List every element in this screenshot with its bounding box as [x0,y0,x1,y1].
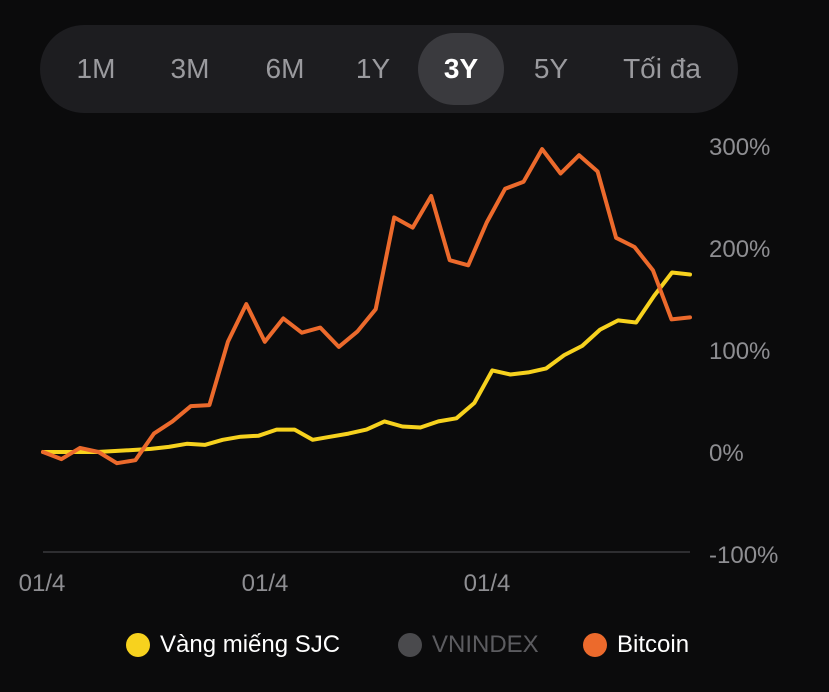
x-tick-label: 01/4 [19,570,66,597]
legend-dot-bitcoin [583,633,607,657]
legend-label-vnindex: VNINDEX [432,631,539,658]
y-tick-label: 0% [709,440,744,467]
y-tick-label: 100% [709,338,770,365]
tab-3y[interactable]: 3Y [418,33,504,105]
series-lines [41,147,692,466]
legend-dot-sjc [126,633,150,657]
series-line-sjc [41,270,692,454]
y-tick-label: 200% [709,236,770,263]
legend-dot-vnindex [398,633,422,657]
tab-3m[interactable]: 3M [170,53,210,84]
y-tick-label: 300% [709,134,770,161]
legend-item-sjc[interactable]: Vàng miếng SJC [126,625,340,665]
performance-chart: 300% 200% 100% 0% -100% 01/4 01/4 01/4 [19,134,779,597]
legend-item-vnindex[interactable]: VNINDEX [398,625,539,665]
legend-label-bitcoin: Bitcoin [617,631,690,658]
legend-label-sjc: Vàng miếng SJC [160,631,341,658]
time-range-selector: 1M 3M 6M 1Y 3Y 5Y Tối đa [40,25,738,113]
tab-5y[interactable]: 5Y [533,53,569,84]
tab-1y[interactable]: 1Y [355,53,391,84]
series-line-bitcoin [41,147,692,466]
x-axis: 01/4 01/4 01/4 [19,570,511,597]
x-tick-label: 01/4 [242,570,289,597]
legend-item-bitcoin[interactable]: Bitcoin [583,625,689,665]
x-tick-label: 01/4 [464,570,511,597]
y-axis: 300% 200% 100% 0% -100% [709,134,778,569]
tab-6m[interactable]: 6M [265,53,305,84]
y-tick-label: -100% [709,542,778,569]
tab-max[interactable]: Tối đa [623,53,701,84]
tab-1m[interactable]: 1M [76,53,116,84]
